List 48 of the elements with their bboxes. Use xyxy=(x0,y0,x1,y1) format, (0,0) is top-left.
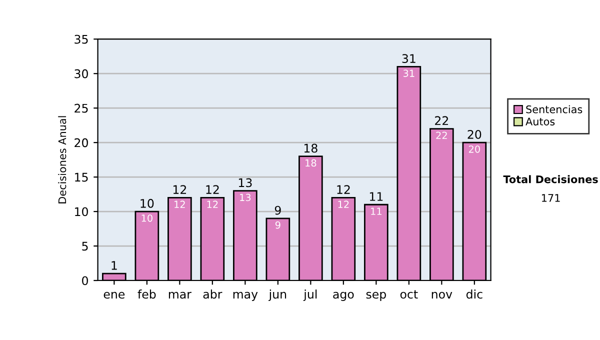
text: Total Decisiones xyxy=(503,175,598,184)
total-label: 22 xyxy=(435,116,448,125)
total-label: 9 xyxy=(274,206,281,215)
y-tick-label: 0 xyxy=(82,276,88,286)
y-tick-label: 35 xyxy=(74,34,88,44)
data-label: 10 xyxy=(142,214,152,222)
x-tick-label: jul xyxy=(303,290,317,301)
x-tick-label: dic xyxy=(466,290,482,299)
data-label: 12 xyxy=(338,200,349,208)
x-tick-label: ene xyxy=(104,292,125,299)
total-label: 12 xyxy=(337,185,350,194)
total-label: 11 xyxy=(370,192,383,201)
x-tick-label: oct xyxy=(400,290,418,299)
data-label: 12 xyxy=(174,200,185,208)
total-label: 12 xyxy=(173,185,186,194)
data-label: 12 xyxy=(207,200,218,208)
y-axis-title: Decisiones Anual xyxy=(58,116,66,204)
x-tick-label: feb xyxy=(138,290,156,299)
y-tick-label: 10 xyxy=(75,207,88,216)
y-tick-label: 15 xyxy=(75,172,88,182)
text: 171 xyxy=(542,194,560,202)
data-label: 22 xyxy=(436,132,447,139)
data-label: 18 xyxy=(306,159,316,167)
data-label: 9 xyxy=(275,221,280,229)
data-label: 31 xyxy=(403,70,414,77)
x-tick-label: may xyxy=(233,292,258,301)
x-tick-label: nov xyxy=(432,292,452,299)
x-tick-label: sep xyxy=(366,292,386,301)
y-tick-label: 30 xyxy=(74,69,88,78)
total-label: 12 xyxy=(206,185,219,194)
y-tick-label: 5 xyxy=(82,242,88,251)
y-tick-label: 25 xyxy=(74,104,88,113)
legend-label: Autos xyxy=(526,118,555,126)
total-label: 20 xyxy=(468,130,482,139)
legend-label: Sentencias xyxy=(526,105,582,114)
total-label: 18 xyxy=(304,144,318,153)
total-label: 13 xyxy=(238,178,252,188)
x-tick-label: jun xyxy=(268,290,286,301)
y-tick-label: 20 xyxy=(74,138,88,148)
data-label: 11 xyxy=(371,208,382,215)
x-tick-label: mar xyxy=(168,292,192,299)
x-tick-label: abr xyxy=(203,290,222,299)
data-label: 20 xyxy=(468,145,480,153)
total-label: 31 xyxy=(402,54,416,64)
x-tick-label: ago xyxy=(333,292,354,301)
data-label: 13 xyxy=(240,194,251,202)
total-label: 1 xyxy=(112,261,117,270)
total-label: 10 xyxy=(140,198,154,208)
